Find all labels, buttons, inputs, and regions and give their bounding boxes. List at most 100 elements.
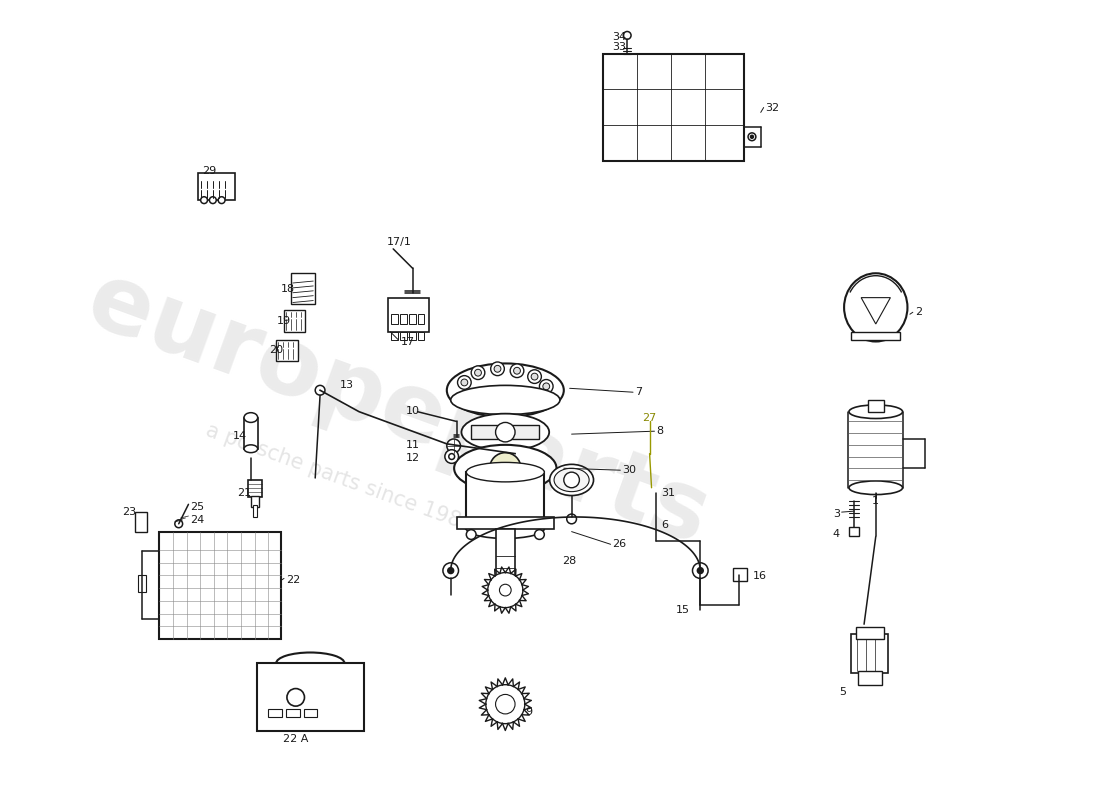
Text: 28: 28	[562, 556, 576, 566]
Ellipse shape	[554, 468, 590, 492]
Bar	[253, 506, 256, 517]
Circle shape	[748, 133, 756, 141]
Circle shape	[750, 135, 754, 138]
Bar	[418, 332, 425, 339]
Circle shape	[444, 450, 459, 463]
Circle shape	[466, 530, 476, 539]
Circle shape	[514, 367, 520, 374]
Bar	[248, 480, 262, 498]
Circle shape	[510, 364, 524, 378]
Bar	[268, 709, 282, 717]
Bar	[849, 526, 859, 537]
Bar	[284, 310, 306, 332]
Circle shape	[487, 573, 522, 608]
Text: 25: 25	[190, 502, 205, 512]
Circle shape	[200, 197, 208, 203]
Bar	[400, 332, 407, 339]
Bar	[251, 495, 258, 507]
Text: 22: 22	[286, 575, 300, 586]
Text: 27: 27	[641, 413, 656, 422]
Ellipse shape	[844, 274, 908, 342]
Ellipse shape	[461, 414, 549, 450]
Bar	[856, 627, 883, 639]
Text: a porsche parts since 1985: a porsche parts since 1985	[204, 420, 476, 536]
Circle shape	[496, 422, 515, 442]
Text: 2: 2	[915, 307, 922, 318]
Ellipse shape	[466, 462, 544, 482]
Ellipse shape	[466, 519, 544, 538]
Circle shape	[697, 568, 703, 574]
Circle shape	[693, 563, 708, 578]
Circle shape	[471, 366, 485, 379]
Bar	[160, 532, 282, 639]
Circle shape	[496, 694, 515, 714]
Circle shape	[566, 514, 576, 524]
Text: 21: 21	[238, 488, 251, 498]
Bar	[244, 418, 257, 449]
Circle shape	[624, 31, 631, 39]
Text: 23: 23	[122, 507, 136, 517]
Circle shape	[209, 197, 217, 203]
Bar	[496, 529, 515, 586]
Circle shape	[447, 439, 461, 453]
Bar	[198, 173, 235, 200]
Circle shape	[474, 370, 482, 376]
Ellipse shape	[550, 464, 594, 495]
Circle shape	[458, 376, 471, 390]
Text: 7: 7	[635, 387, 642, 398]
Text: 17: 17	[402, 337, 415, 346]
Text: 20: 20	[270, 346, 284, 355]
Bar	[851, 634, 889, 673]
Circle shape	[539, 379, 553, 393]
Bar	[409, 314, 416, 324]
Bar	[603, 54, 745, 161]
Circle shape	[461, 379, 468, 386]
Bar	[276, 339, 298, 361]
Circle shape	[539, 394, 546, 402]
Circle shape	[486, 685, 525, 724]
Text: 33: 33	[613, 42, 627, 52]
Text: 29: 29	[201, 166, 216, 176]
Bar	[286, 709, 299, 717]
Text: 10: 10	[406, 406, 420, 416]
Text: 18: 18	[282, 284, 295, 294]
Bar	[392, 332, 398, 339]
Text: 30: 30	[623, 465, 636, 475]
Text: 16: 16	[752, 571, 767, 582]
Text: 34: 34	[613, 32, 627, 42]
Circle shape	[521, 402, 528, 410]
Bar	[388, 298, 429, 332]
Circle shape	[518, 399, 531, 413]
Text: 9: 9	[525, 707, 532, 717]
Circle shape	[500, 463, 510, 473]
Bar	[135, 512, 146, 532]
Circle shape	[491, 362, 504, 376]
Bar	[400, 314, 407, 324]
Circle shape	[449, 454, 454, 459]
Bar	[304, 709, 317, 717]
Text: 3: 3	[833, 509, 840, 519]
Circle shape	[528, 370, 541, 383]
Bar	[418, 314, 425, 324]
Bar	[466, 472, 544, 529]
Circle shape	[316, 386, 324, 395]
Text: 22 A: 22 A	[283, 734, 308, 744]
Ellipse shape	[451, 386, 560, 414]
Bar	[290, 274, 316, 305]
Text: 26: 26	[613, 539, 627, 550]
Circle shape	[536, 391, 549, 405]
Bar	[471, 426, 539, 439]
Bar	[734, 568, 747, 582]
Text: 32: 32	[766, 102, 780, 113]
Circle shape	[443, 563, 459, 578]
Ellipse shape	[454, 445, 557, 492]
Circle shape	[535, 530, 544, 539]
Bar	[392, 314, 398, 324]
Ellipse shape	[849, 481, 903, 494]
Text: 17/1: 17/1	[386, 237, 411, 247]
Text: 31: 31	[661, 488, 675, 498]
Text: 8: 8	[657, 426, 663, 436]
Bar	[138, 574, 145, 592]
Bar	[256, 663, 364, 731]
Circle shape	[490, 453, 521, 484]
